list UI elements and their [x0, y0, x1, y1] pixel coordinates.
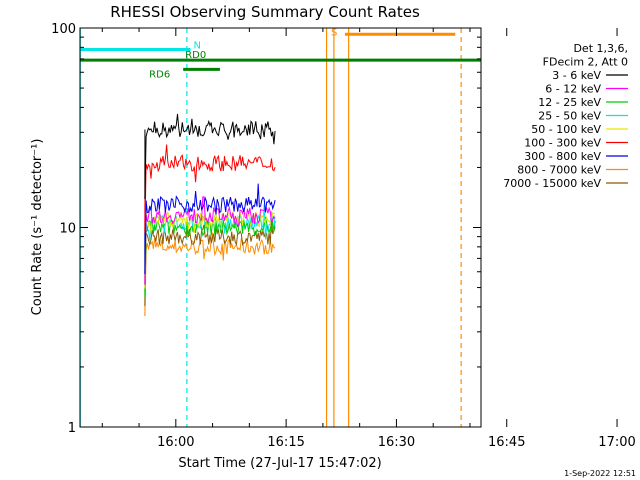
legend-header: FDecim 2, Att 0 — [543, 56, 628, 69]
plot-frame — [79, 27, 482, 428]
plot-area: N S RD0 RD6 — [80, 27, 640, 427]
series-line — [486, 211, 640, 301]
chart-title: RHESSI Observing Summary Count Rates — [110, 3, 420, 21]
series-line — [486, 213, 640, 297]
series-line — [144, 183, 276, 275]
rd0-label: RD0 — [185, 50, 206, 61]
legend-entry: 12 - 25 keV — [538, 96, 601, 109]
legend-entry: 300 - 800 keV — [524, 150, 601, 163]
legend-entry: 100 - 300 keV — [524, 137, 601, 150]
y-axis-label: Count Rate (s⁻¹ detector⁻¹) — [30, 139, 45, 316]
y-tick-label: 100 — [51, 22, 76, 37]
series-line — [144, 196, 276, 285]
y-tick-label: 10 — [59, 222, 76, 237]
series-line — [486, 188, 640, 267]
legend-header: Det 1,3,6, — [573, 42, 628, 55]
y-tick-label: 1 — [68, 421, 76, 436]
series-line — [144, 210, 276, 289]
x-tick-label: 17:00 — [598, 435, 635, 450]
series-line — [144, 144, 276, 233]
footer-date: 1-Sep-2022 12:51 — [564, 469, 636, 478]
series-line — [486, 224, 640, 306]
x-tick-label: 16:45 — [488, 435, 525, 450]
series-line — [144, 232, 276, 317]
saa-label: S — [331, 27, 337, 38]
night-label: N — [194, 41, 201, 52]
legend-entry: 50 - 100 keV — [531, 123, 601, 136]
series-line — [486, 201, 640, 292]
series-trace — [144, 113, 276, 199]
legend-entry: 3 - 6 keV — [552, 69, 601, 82]
legend-entry: 6 - 12 keV — [545, 83, 601, 96]
x-tick-label: 16:00 — [157, 435, 194, 450]
series-trace — [144, 183, 640, 275]
x-tick-label: 16:15 — [267, 435, 304, 450]
legend-entry: 800 - 7000 keV — [517, 164, 601, 177]
series-line — [144, 213, 276, 306]
legend-entry: 7000 - 15000 keV — [503, 177, 601, 190]
x-axis-label: Start Time (27-Jul-17 15:47:02) — [178, 456, 381, 471]
series-line — [486, 198, 640, 281]
legend-entry: 25 - 50 keV — [538, 110, 601, 123]
rd6-label: RD6 — [149, 69, 170, 80]
x-tick-label: 16:30 — [378, 435, 415, 450]
series-line — [144, 113, 276, 199]
series-line — [486, 202, 640, 285]
